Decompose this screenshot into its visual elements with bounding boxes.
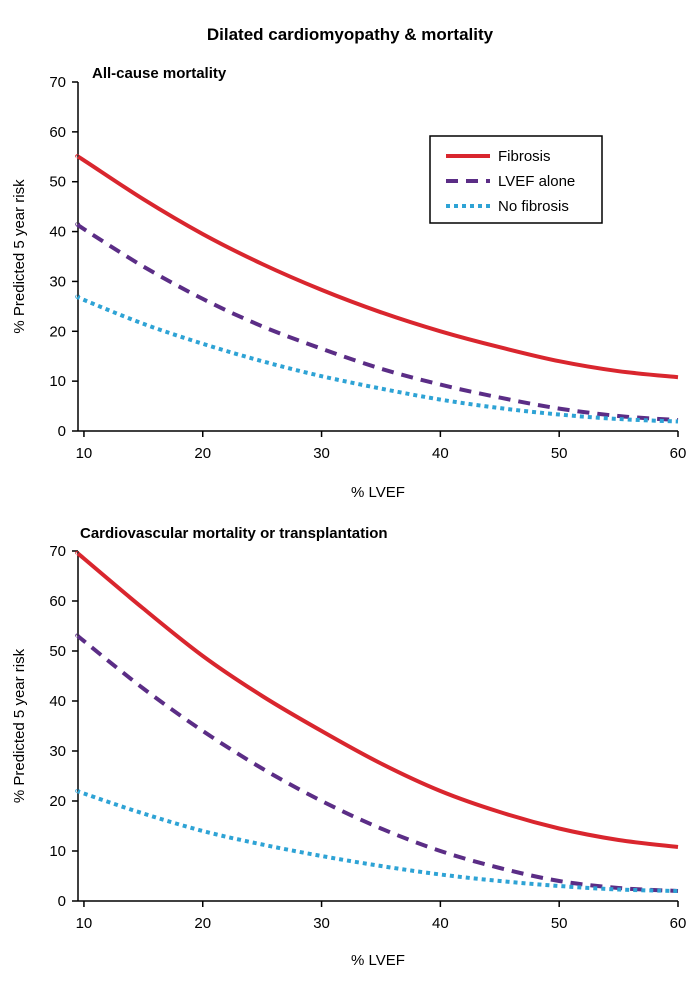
- y-tick-label: 70: [49, 74, 66, 91]
- y-tick-label: 10: [49, 843, 66, 860]
- y-tick-label: 40: [49, 224, 66, 241]
- series-line-fibrosis: [75, 154, 679, 380]
- x-tick-label: 50: [551, 445, 568, 462]
- x-tick-label: 10: [76, 445, 93, 462]
- y-tick-label: 0: [58, 423, 66, 440]
- legend-label-no-fibrosis: No fibrosis: [498, 198, 569, 215]
- x-tick-label: 40: [432, 915, 449, 932]
- x-tick-label: 30: [313, 915, 330, 932]
- legend-label-lvef-alone: LVEF alone: [498, 173, 575, 190]
- x-tick-label: 60: [670, 445, 687, 462]
- x-tick-label: 30: [313, 445, 330, 462]
- figure-title: Dilated cardiomyopathy & mortality: [207, 25, 494, 44]
- y-axis-label: % Predicted 5 year risk: [11, 179, 28, 334]
- series-line-no-fibrosis: [75, 789, 679, 893]
- y-tick-label: 30: [49, 743, 66, 760]
- series-line-fibrosis: [75, 550, 679, 849]
- x-tick-label: 60: [670, 915, 687, 932]
- y-tick-label: 10: [49, 373, 66, 390]
- x-axis-label: % LVEF: [351, 952, 405, 969]
- legend-box: [429, 135, 603, 224]
- y-tick-label: 50: [49, 174, 66, 191]
- y-tick-label: 50: [49, 643, 66, 660]
- y-tick-label: 70: [49, 543, 66, 560]
- chart-all-cause-mortality: All-cause mortality 0 10 20 30 40 50 60 70 10 20 30…: [11, 65, 686, 501]
- y-tick-label: 40: [49, 693, 66, 710]
- x-tick-label: 40: [432, 445, 449, 462]
- series-line-no-fibrosis: [75, 294, 679, 424]
- y-tick-label: 20: [49, 323, 66, 340]
- chart-cv-mortality-transplant: Cardiovascular mortality or transplantat…: [11, 525, 686, 969]
- x-axis-label: % LVEF: [351, 484, 405, 501]
- series-line-lvef-alone: [75, 222, 679, 422]
- chart-title: Cardiovascular mortality or transplantat…: [80, 525, 388, 542]
- y-tick-label: 20: [49, 793, 66, 810]
- y-axis-label: % Predicted 5 year risk: [11, 648, 28, 803]
- series-line-lvef-alone: [75, 633, 679, 893]
- x-tick-label: 20: [194, 445, 211, 462]
- legend: Fibrosis LVEF alone No fibrosis: [429, 135, 603, 224]
- y-tick-label: 30: [49, 273, 66, 290]
- x-tick-label: 50: [551, 915, 568, 932]
- x-tick-label: 20: [194, 915, 211, 932]
- x-tick-label: 10: [76, 915, 93, 932]
- chart-title: All-cause mortality: [92, 65, 227, 82]
- y-tick-label: 60: [49, 124, 66, 141]
- y-tick-label: 0: [58, 893, 66, 910]
- y-tick-label: 60: [49, 593, 66, 610]
- legend-label-fibrosis: Fibrosis: [498, 148, 551, 165]
